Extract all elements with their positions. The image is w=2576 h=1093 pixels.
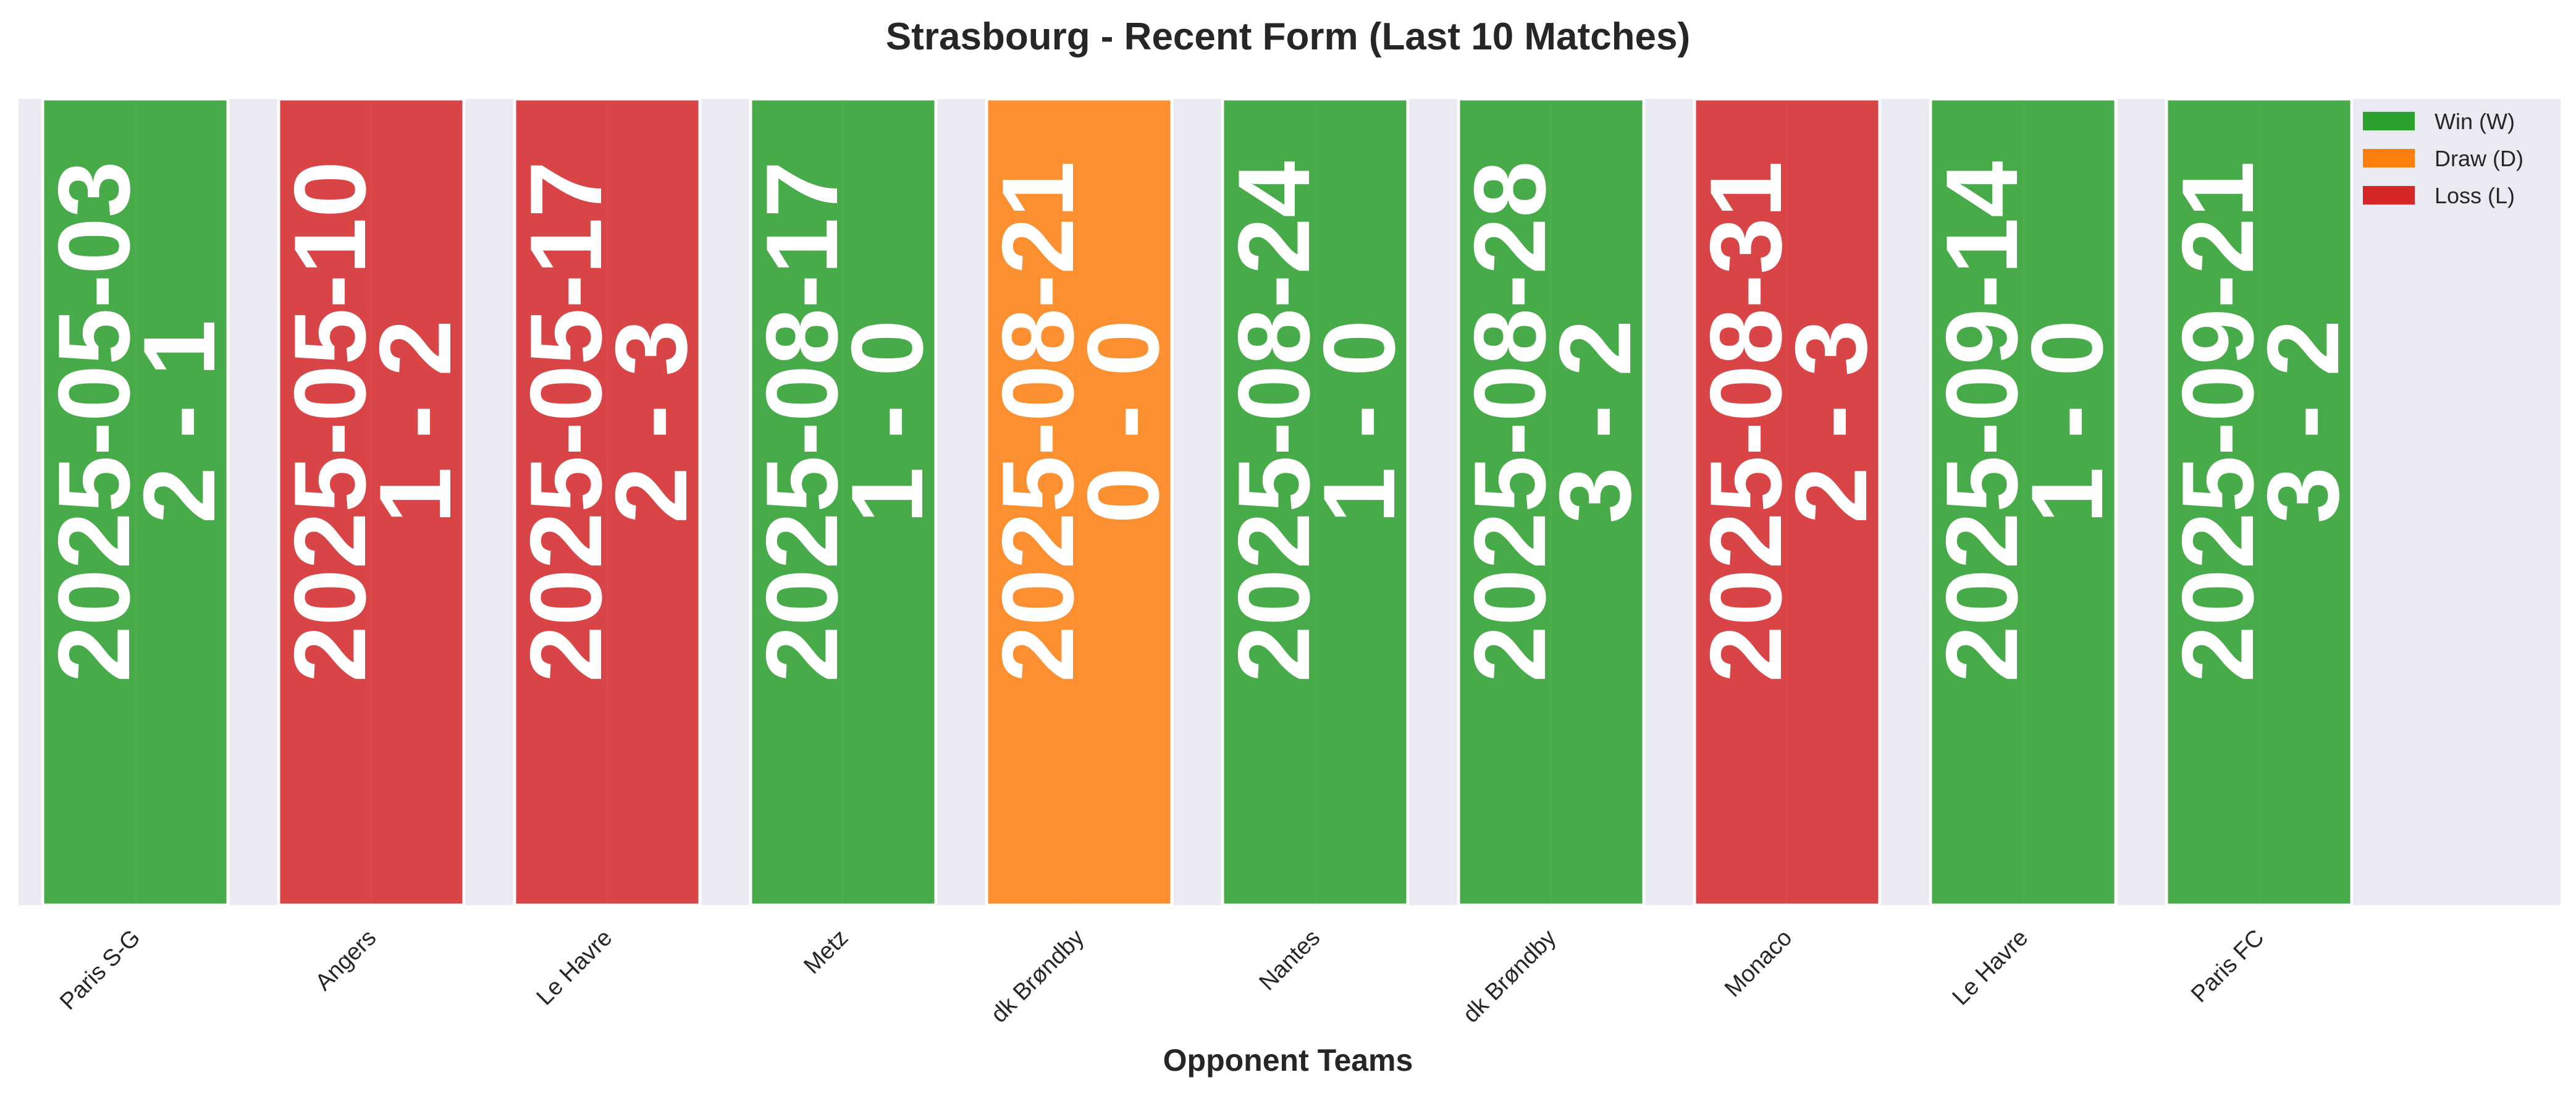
x-tick-label: Le Havre [1948,925,2034,1011]
bar-label-date: 2025-05-17 [509,161,623,682]
x-tick-label: Nantes [1255,925,1326,996]
bar-label-score: 0 - 0 [1066,319,1180,523]
bar-label: 2025-08-171 - 0 [745,161,944,682]
legend-label: Loss (L) [2435,183,2515,208]
bar-label-date: 2025-08-28 [1453,161,1567,682]
chart-title: Strasbourg - Recent Form (Last 10 Matche… [886,15,1690,58]
bar [2165,97,2354,907]
legend-label: Win (W) [2435,109,2515,134]
bar-label-score: 2 - 3 [594,319,708,523]
bar-label-date: 2025-08-21 [981,161,1095,682]
legend-swatch [2363,112,2415,130]
x-tick-label: dk Brøndby [1458,925,1561,1028]
x-tick-label: Angers [311,925,382,996]
bar [985,97,1174,907]
bar-label: 2025-05-172 - 3 [509,161,708,682]
legend: Win (W) Draw (D) Loss (L) [2363,109,2523,208]
bar-label-score: 3 - 2 [2246,319,2360,523]
bar-label-date: 2025-08-31 [1689,161,1803,682]
bar [1693,97,1882,907]
bar-label-score: 2 - 1 [122,319,236,523]
bar-label-score: 1 - 0 [2010,319,2124,523]
bar-label-score: 1 - 2 [358,319,472,523]
bar [277,97,466,907]
bar-label: 2025-09-213 - 2 [2161,161,2360,682]
x-tick-labels: Paris S-G Angers Le Havre Metz dk Brøndby Nan… [55,925,2269,1028]
bar-label-date: 2025-09-14 [1925,161,2039,682]
x-tick-label: Metz [799,925,853,979]
bar-label-date: 2025-08-24 [1217,161,1331,682]
bar [1457,97,1646,907]
legend-label: Draw (D) [2435,146,2523,171]
x-tick-label: Monaco [1720,925,1797,1002]
bar-label-date: 2025-09-21 [2161,161,2275,682]
bar-label: 2025-05-101 - 2 [273,161,472,682]
bar [749,97,938,907]
bar-labels-group: 2025-05-032 - 1 2025-05-101 - 2 2025-05-17… [37,161,2360,682]
legend-swatch [2363,186,2415,205]
bar [1221,97,1410,907]
bar-label: 2025-09-141 - 0 [1925,161,2124,682]
bar-label-score: 3 - 2 [1538,319,1652,523]
bar-label: 2025-08-312 - 3 [1689,161,1888,682]
bars-group [41,97,2354,907]
bar [513,97,702,907]
x-tick-label: Paris S-G [55,925,145,1015]
x-axis-label: Opponent Teams [1163,1043,1413,1078]
x-tick-label: dk Brøndby [986,925,1089,1028]
bar-label-date: 2025-05-03 [37,161,151,682]
bar-label-date: 2025-08-17 [745,161,859,682]
bar-label-score: 1 - 0 [1302,319,1416,523]
bar-label-date: 2025-05-10 [273,161,387,682]
x-tick-label: Paris FC [2186,925,2269,1008]
x-tick-label: Le Havre [532,925,618,1011]
bar-label-score: 1 - 0 [830,319,944,523]
bar-label: 2025-08-241 - 0 [1217,161,1416,682]
bar-label: 2025-05-032 - 1 [37,161,236,682]
bar [1929,97,2118,907]
bar-label: 2025-08-210 - 0 [981,161,1180,682]
bar [41,97,230,907]
bar-label: 2025-08-283 - 2 [1453,161,1652,682]
legend-swatch [2363,149,2415,167]
bar-label-score: 2 - 3 [1774,319,1888,523]
